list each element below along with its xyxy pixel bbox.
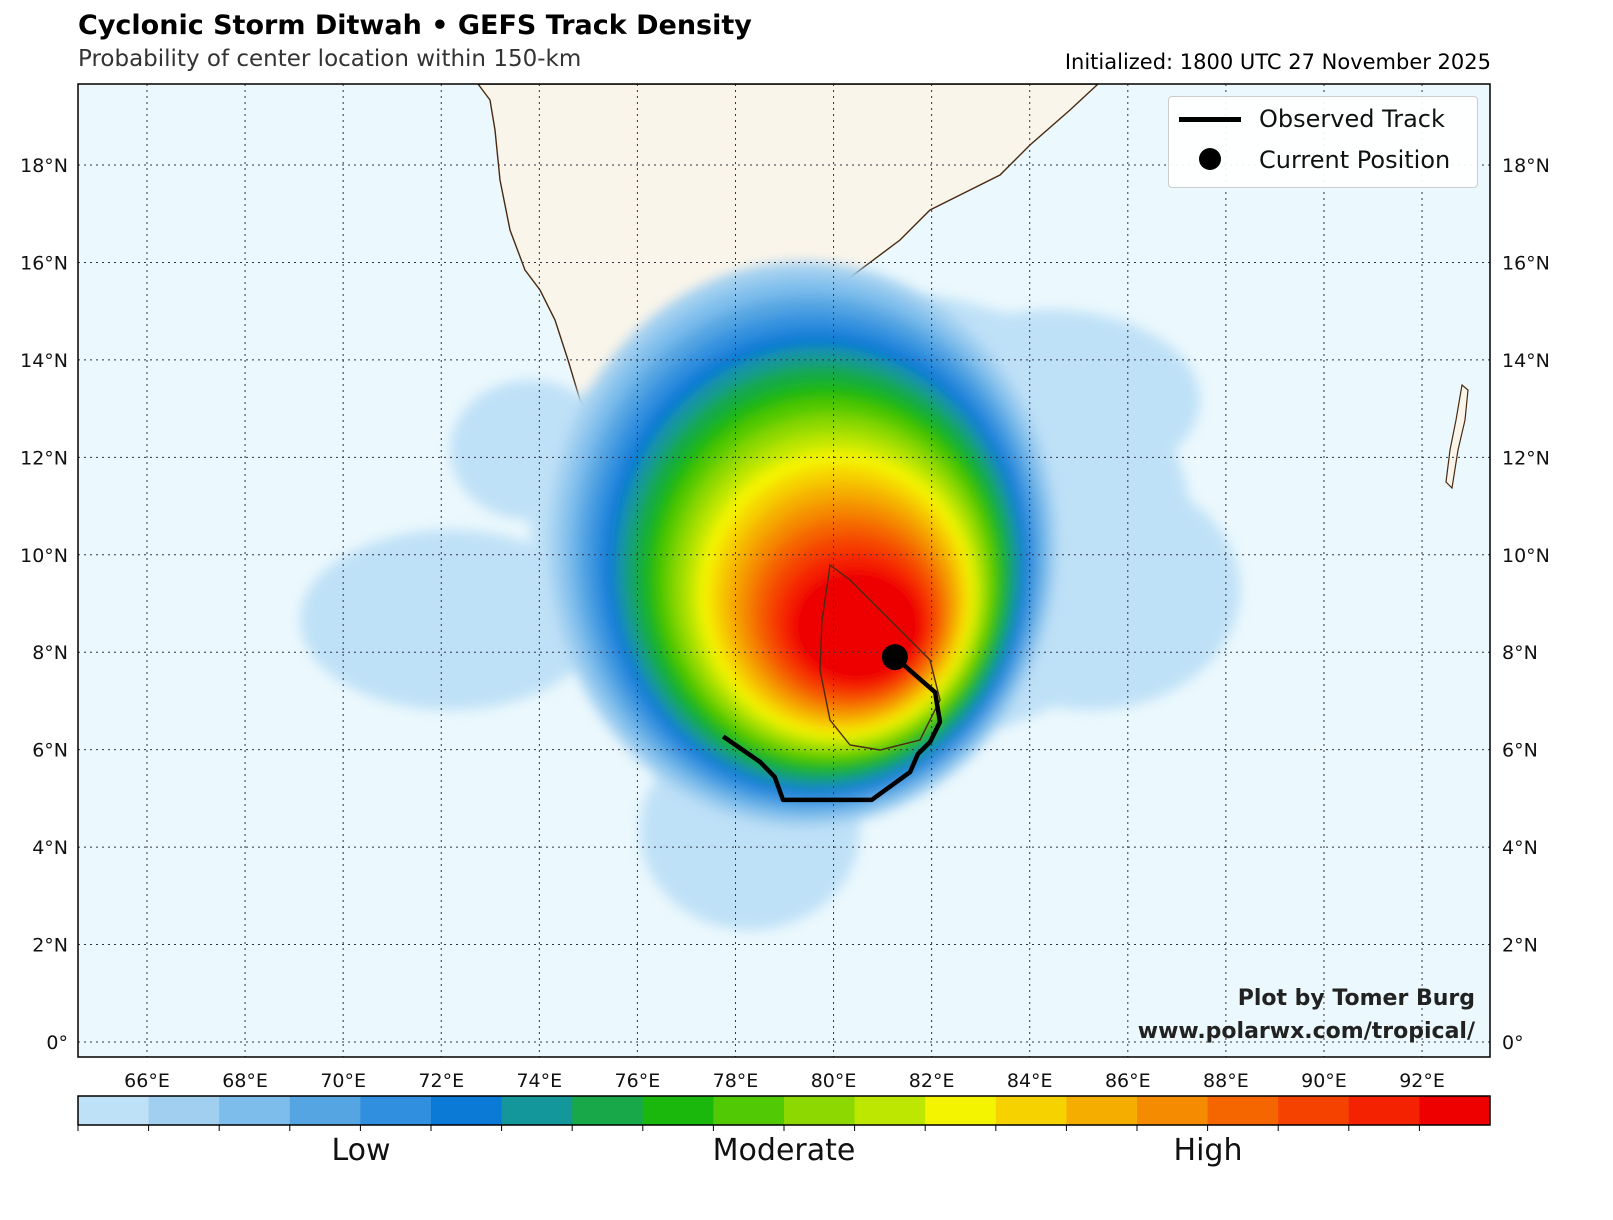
chart-title: Cyclonic Storm Ditwah • GEFS Track Densi… (78, 10, 752, 41)
colorbar-swatch (713, 1096, 785, 1125)
lat-tick-label-right: 8°N (1502, 642, 1538, 664)
colorbar-swatch (1419, 1096, 1491, 1125)
lat-tick-label-right: 12°N (1502, 447, 1550, 469)
lat-tick-label-left: 10°N (20, 545, 68, 567)
init-time: Initialized: 1800 UTC 27 November 2025 (1064, 50, 1491, 74)
axis-labels: 66°E 68°E 70°E 72°E 74°E 76°E 78°E 80°E 82°E 84°E… (20, 155, 1550, 1092)
track-line-swatch (1179, 117, 1241, 122)
colorbar-swatch (289, 1096, 361, 1125)
sri-lanka-outline (819, 563, 941, 751)
chart-subtitle: Probability of center location within 15… (78, 46, 582, 72)
lon-tick-label: 92°E (1399, 1070, 1445, 1092)
lon-tick-label: 74°E (516, 1070, 562, 1092)
current-position-marker (881, 644, 908, 671)
lat-tick-label-right: 16°N (1502, 252, 1550, 274)
colorbar-swatch (1137, 1096, 1209, 1125)
lat-tick-label-left: 14°N (20, 350, 68, 372)
current-position-swatch (1199, 148, 1221, 170)
legend-current: Current Position (1259, 146, 1451, 174)
lon-tick-label: 80°E (811, 1070, 857, 1092)
lat-tick-label-right: 10°N (1502, 545, 1550, 567)
credit-author: Plot by Tomer Burg (1237, 986, 1475, 1011)
lon-tick-label: 70°E (320, 1070, 366, 1092)
colorbar-swatch (1207, 1096, 1279, 1125)
colorbar-swatch (642, 1096, 714, 1125)
lat-tick-label-right: 14°N (1502, 350, 1550, 372)
colorbar-swatch (995, 1096, 1067, 1125)
colorbar-swatch (784, 1096, 856, 1125)
colorbar (77, 1095, 1491, 1131)
colorbar-swatch (360, 1096, 432, 1125)
colorbar-swatch (219, 1096, 291, 1125)
colorbar-swatch (1066, 1096, 1138, 1125)
legend: Observed Track Current Position (1168, 96, 1478, 188)
colorbar-label-moderate: Moderate (712, 1133, 856, 1168)
colorbar-swatch (925, 1096, 997, 1125)
lon-tick-label: 90°E (1301, 1070, 1347, 1092)
lat-tick-label-right: 0° (1502, 1032, 1524, 1054)
lat-tick-label-left: 4°N (32, 837, 68, 859)
colorbar-swatch (431, 1096, 503, 1125)
lon-tick-label: 76°E (615, 1070, 661, 1092)
lat-tick-label-left: 2°N (32, 935, 68, 957)
lat-tick-label-left: 6°N (32, 740, 68, 762)
lon-tick-label: 88°E (1203, 1070, 1249, 1092)
lon-tick-label: 82°E (909, 1070, 955, 1092)
colorbar-swatch (1348, 1096, 1420, 1125)
lat-tick-label-left: 0° (46, 1032, 68, 1054)
colorbar-swatch (501, 1096, 573, 1125)
lat-tick-label-right: 6°N (1502, 740, 1538, 762)
density-contour (300, 530, 600, 710)
colorbar-label-high: High (1173, 1133, 1243, 1168)
graticule (78, 84, 1490, 1057)
colorbar-swatch (854, 1096, 926, 1125)
lon-tick-label: 68°E (222, 1070, 268, 1092)
colorbar-swatch (1278, 1096, 1350, 1125)
lat-tick-label-right: 18°N (1502, 155, 1550, 177)
legend-observed: Observed Track (1259, 105, 1445, 133)
colorbar-frame (77, 1095, 1491, 1126)
lat-tick-label-right: 4°N (1502, 837, 1538, 859)
observed-track (721, 655, 943, 803)
lat-tick-label-left: 16°N (20, 252, 68, 274)
lat-tick-label-left: 12°N (20, 447, 68, 469)
map-frame (77, 83, 1491, 1058)
credit-url: www.polarwx.com/tropical/ (1137, 1019, 1475, 1044)
lon-tick-label: 84°E (1007, 1070, 1053, 1092)
colorbar-swatch (148, 1096, 220, 1125)
colorbar-swatch (78, 1096, 150, 1125)
lon-tick-label: 72°E (418, 1070, 464, 1092)
lon-tick-label: 78°E (713, 1070, 759, 1092)
andaman-islands (1445, 383, 1469, 490)
lon-tick-label: 86°E (1105, 1070, 1151, 1092)
lat-tick-label-left: 18°N (20, 155, 68, 177)
lat-tick-label-right: 2°N (1502, 935, 1538, 957)
lon-tick-label: 66°E (124, 1070, 170, 1092)
colorbar-label-low: Low (331, 1133, 391, 1168)
lat-tick-label-left: 8°N (32, 642, 68, 664)
colorbar-swatch (572, 1096, 644, 1125)
